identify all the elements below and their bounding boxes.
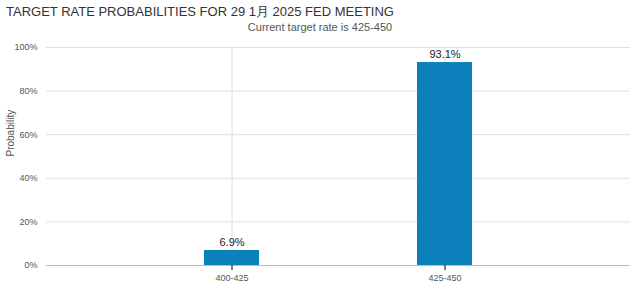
- html-text:TARGET RATE PROBABILITIES FOR: TARGET RATE PROBABILITIES FOR 29 1月 2025…: [6, 4, 394, 19]
- svg-text:0%: 0%: [24, 260, 37, 270]
- html-text:Current target rate is 425-450: Current target rate is 425-450: [247, 21, 393, 33]
- svg-text:6.9%: 6.9%: [219, 236, 244, 248]
- svg-text:80%: 80%: [19, 86, 37, 96]
- svg-text:400-425: 400-425: [215, 273, 248, 283]
- svg-text:425-450: 425-450: [428, 273, 461, 283]
- svg-text:100%: 100%: [14, 42, 37, 52]
- svg-text:93.1%: 93.1%: [429, 48, 460, 60]
- svg-text:60%: 60%: [19, 130, 37, 140]
- svg-text:Probability: Probability: [5, 110, 16, 157]
- svg-text:40%: 40%: [19, 173, 37, 183]
- svg-text:20%: 20%: [19, 217, 37, 227]
